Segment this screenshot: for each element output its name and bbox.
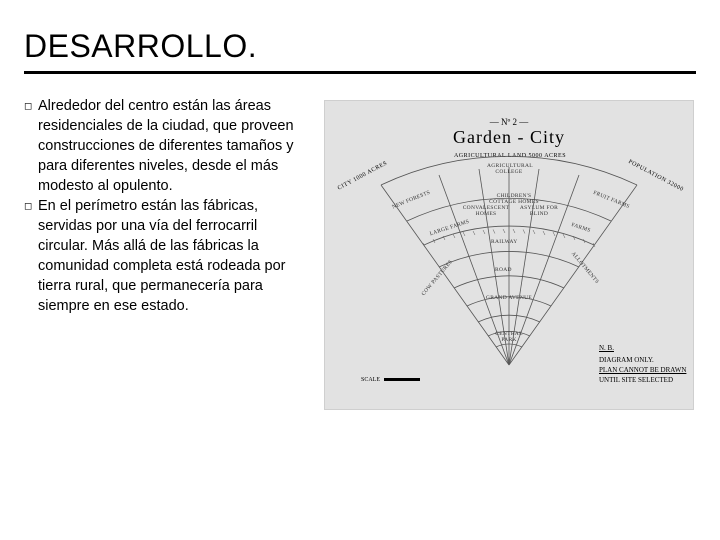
ring-label: ROAD [495,267,512,273]
title-underline [24,71,696,74]
bullet-icon: ◻ [24,96,38,196]
figure-scale: SCALE [361,377,420,383]
figure-number: — Nº 2 — [325,117,693,127]
ring-label: CENTRAL PARK [487,331,531,343]
bullet-text: Alrededor del centro están las áreas res… [38,96,306,196]
list-item: ◻ Alrededor del centro están las áreas r… [24,96,306,196]
bullet-icon: ◻ [24,196,38,316]
list-item: ◻ En el perímetro están las fábricas, se… [24,196,306,316]
figure-banner: — Nº 2 — Garden - City [325,117,693,148]
ring-label: ASYLUM FOR BLIND [517,205,561,217]
bullet-text: En el perímetro están las fábricas, serv… [38,196,306,316]
figure-note: N. B. DIAGRAM ONLY. PLAN CANNOT BE DRAWN… [599,343,687,385]
text-column: ◻ Alrededor del centro están las áreas r… [24,96,306,410]
ring-label: CHILDREN'S COTTAGE HOMES [489,193,539,205]
note-line: UNTIL SITE SELECTED [599,375,687,385]
page-title: DESARROLLO. [24,28,696,65]
scale-label: SCALE [361,377,380,383]
note-line: DIAGRAM ONLY. [599,355,687,365]
content-row: ◻ Alrededor del centro están las áreas r… [24,96,696,410]
ring-label: GRAND AVENUE [481,295,537,301]
figure-title: Garden - City [325,127,693,148]
note-line: PLAN CANNOT BE DRAWN [599,365,687,375]
figure-column: — Nº 2 — Garden - City CITY 1000 ACRES A… [324,96,694,410]
scale-bar [384,378,420,381]
note-nb: N. B. [599,343,687,353]
sector-label: AGRICULTURAL COLLEGE [487,163,531,175]
ring-label: RAILWAY [491,239,518,245]
wedge-diagram: NEW FORESTS COW PASTURES AGRICULTURAL CO… [369,155,649,375]
garden-city-diagram: — Nº 2 — Garden - City CITY 1000 ACRES A… [324,100,694,410]
slide: DESARROLLO. ◻ Alrededor del centro están… [0,0,720,540]
ring-label: CONVALESCENT HOMES [461,205,511,217]
